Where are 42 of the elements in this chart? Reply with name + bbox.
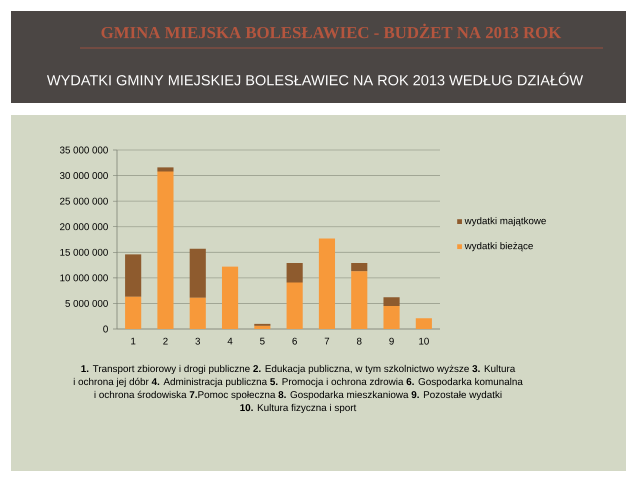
x-tick-label: 3 — [195, 338, 200, 345]
x-tick-label: 9 — [389, 338, 394, 345]
y-tick-label: 5 000 000 — [65, 300, 108, 307]
legend-label: wydatki majątkowe — [464, 217, 546, 226]
bar — [157, 171, 174, 329]
y-tick-label: 10 000 000 — [60, 274, 108, 282]
x-tick-label: 7 — [324, 338, 330, 344]
bar — [318, 238, 336, 329]
bar — [351, 263, 368, 272]
y-tick-label: 0 — [103, 326, 108, 332]
bar — [416, 318, 432, 329]
text: i ochrona środowiska 7.Pomoc społeczna 8. Gospodarka mieszkaniowa 9. Pozostałe wydatki — [94, 390, 502, 400]
chart-subtitle: WYDATKI GMINY MIEJSKIEJ BOLESŁAWIEC NA ROK 2013 WEDŁUG DZIAŁÓW — [46, 72, 584, 86]
bar — [286, 282, 303, 329]
legend-label: wydatki bieżące — [464, 242, 533, 252]
y-tick-label: 35 000 000 — [60, 146, 108, 154]
y-tick-label: 15 000 000 — [60, 248, 108, 256]
x-tick-label: 4 — [228, 338, 232, 344]
text: 10. Kultura fizyczna i sport — [240, 404, 356, 414]
bar — [286, 263, 303, 282]
bar — [125, 296, 142, 329]
bar — [125, 254, 142, 297]
x-tick-label: 5 — [260, 338, 265, 345]
y-tick-label: 30 000 000 — [60, 172, 108, 180]
x-tick-label: 10 — [419, 338, 429, 345]
bar — [190, 248, 206, 298]
bar — [383, 306, 400, 329]
bar — [351, 271, 368, 329]
bar — [157, 167, 174, 172]
x-tick-label: 2 — [163, 338, 168, 345]
chart-title: GMINA MIEJSKA BOLESŁAWIEC - BUDŻET NA 2013 ROK — [101, 24, 562, 38]
x-tick-label: 8 — [356, 338, 362, 345]
x-tick-label: 1 — [131, 338, 136, 344]
bar — [383, 297, 400, 306]
y-tick-label: 20 000 000 — [60, 223, 108, 230]
x-tick-label: 6 — [292, 338, 297, 345]
text: i ochrona jej dóbr 4. Administracja publiczna 5. Promocja i ochrona zdrowia 6. Gospodarka komunalna — [74, 378, 523, 388]
y-tick-label: 25 000 000 — [60, 198, 108, 205]
bar — [254, 326, 270, 329]
bar — [190, 298, 206, 329]
text: 1. Transport zbiorowy i drogi publiczne 2. Edukacja publiczna, w tym szkolnictwo wyższe 3. Kultura — [81, 364, 516, 374]
bar — [222, 266, 238, 329]
